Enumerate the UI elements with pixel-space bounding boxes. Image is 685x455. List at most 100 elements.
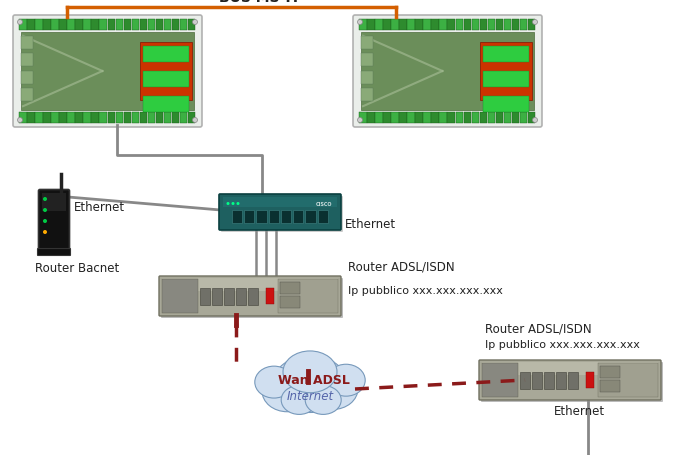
Ellipse shape [255, 366, 293, 398]
FancyBboxPatch shape [483, 46, 529, 62]
FancyBboxPatch shape [480, 42, 532, 101]
FancyBboxPatch shape [447, 20, 455, 31]
FancyBboxPatch shape [21, 54, 33, 67]
FancyBboxPatch shape [84, 20, 91, 31]
FancyBboxPatch shape [456, 113, 463, 124]
FancyBboxPatch shape [361, 89, 373, 102]
FancyBboxPatch shape [27, 20, 34, 31]
FancyBboxPatch shape [496, 113, 503, 124]
Ellipse shape [283, 351, 337, 393]
FancyBboxPatch shape [279, 296, 299, 308]
FancyBboxPatch shape [188, 20, 195, 31]
FancyBboxPatch shape [375, 20, 383, 31]
FancyBboxPatch shape [140, 42, 192, 101]
Text: Ethernet: Ethernet [345, 217, 396, 230]
FancyBboxPatch shape [43, 20, 51, 31]
Circle shape [358, 118, 362, 123]
Circle shape [18, 118, 23, 123]
FancyBboxPatch shape [143, 46, 189, 62]
FancyBboxPatch shape [236, 288, 246, 305]
FancyBboxPatch shape [483, 97, 529, 113]
FancyBboxPatch shape [21, 37, 33, 50]
Circle shape [358, 20, 362, 25]
FancyBboxPatch shape [568, 372, 577, 389]
FancyBboxPatch shape [164, 20, 171, 31]
Circle shape [192, 20, 197, 25]
FancyBboxPatch shape [520, 113, 527, 124]
FancyBboxPatch shape [408, 113, 415, 124]
FancyBboxPatch shape [75, 20, 83, 31]
FancyBboxPatch shape [21, 89, 33, 102]
FancyBboxPatch shape [132, 113, 139, 124]
FancyBboxPatch shape [269, 211, 279, 224]
FancyBboxPatch shape [162, 279, 198, 313]
Circle shape [43, 197, 47, 202]
FancyBboxPatch shape [479, 360, 661, 400]
FancyBboxPatch shape [116, 113, 123, 124]
FancyBboxPatch shape [148, 20, 155, 31]
FancyBboxPatch shape [532, 372, 542, 389]
Text: Internet: Internet [286, 389, 334, 403]
FancyBboxPatch shape [221, 197, 343, 233]
FancyBboxPatch shape [223, 288, 234, 305]
Ellipse shape [308, 368, 358, 410]
FancyBboxPatch shape [488, 113, 495, 124]
Ellipse shape [282, 386, 317, 415]
Circle shape [227, 202, 229, 206]
FancyBboxPatch shape [456, 20, 463, 31]
FancyBboxPatch shape [99, 20, 107, 31]
FancyBboxPatch shape [51, 113, 59, 124]
FancyBboxPatch shape [361, 33, 534, 111]
FancyBboxPatch shape [481, 362, 663, 402]
FancyBboxPatch shape [266, 289, 273, 304]
FancyBboxPatch shape [353, 16, 542, 128]
FancyBboxPatch shape [520, 372, 530, 389]
Text: Wan ADSL: Wan ADSL [278, 374, 350, 387]
FancyBboxPatch shape [13, 16, 202, 128]
FancyBboxPatch shape [43, 113, 51, 124]
FancyBboxPatch shape [432, 20, 439, 31]
FancyBboxPatch shape [247, 288, 258, 305]
FancyBboxPatch shape [219, 195, 341, 231]
Text: Ip pubblico xxx.xxx.xxx.xxx: Ip pubblico xxx.xxx.xxx.xxx [348, 285, 503, 295]
FancyBboxPatch shape [599, 366, 620, 378]
FancyBboxPatch shape [116, 20, 123, 31]
Ellipse shape [306, 386, 341, 415]
FancyBboxPatch shape [504, 20, 512, 31]
FancyBboxPatch shape [479, 113, 487, 124]
Circle shape [532, 20, 538, 25]
FancyBboxPatch shape [479, 20, 487, 31]
FancyBboxPatch shape [67, 20, 75, 31]
FancyBboxPatch shape [188, 113, 195, 124]
FancyBboxPatch shape [464, 113, 471, 124]
FancyBboxPatch shape [528, 113, 536, 124]
FancyBboxPatch shape [597, 363, 658, 397]
Text: Ethernet: Ethernet [553, 404, 605, 417]
FancyBboxPatch shape [423, 113, 431, 124]
FancyBboxPatch shape [423, 20, 431, 31]
FancyBboxPatch shape [148, 113, 155, 124]
FancyBboxPatch shape [51, 20, 59, 31]
FancyBboxPatch shape [143, 97, 189, 113]
FancyBboxPatch shape [223, 197, 337, 208]
Circle shape [232, 202, 234, 206]
FancyBboxPatch shape [293, 211, 303, 224]
FancyBboxPatch shape [544, 372, 553, 389]
FancyBboxPatch shape [21, 33, 194, 111]
FancyBboxPatch shape [38, 190, 69, 253]
Text: Ip pubblico xxx.xxx.xxx.xxx: Ip pubblico xxx.xxx.xxx.xxx [485, 339, 640, 349]
Text: BUS MS-TP: BUS MS-TP [219, 0, 303, 5]
FancyBboxPatch shape [91, 20, 99, 31]
Circle shape [192, 118, 197, 123]
FancyBboxPatch shape [140, 20, 147, 31]
FancyBboxPatch shape [599, 380, 620, 392]
FancyBboxPatch shape [38, 249, 71, 256]
FancyBboxPatch shape [472, 113, 480, 124]
FancyBboxPatch shape [359, 20, 366, 31]
FancyBboxPatch shape [483, 72, 529, 88]
FancyBboxPatch shape [21, 71, 33, 85]
FancyBboxPatch shape [172, 20, 179, 31]
FancyBboxPatch shape [383, 113, 390, 124]
FancyBboxPatch shape [245, 211, 255, 224]
FancyBboxPatch shape [59, 113, 66, 124]
